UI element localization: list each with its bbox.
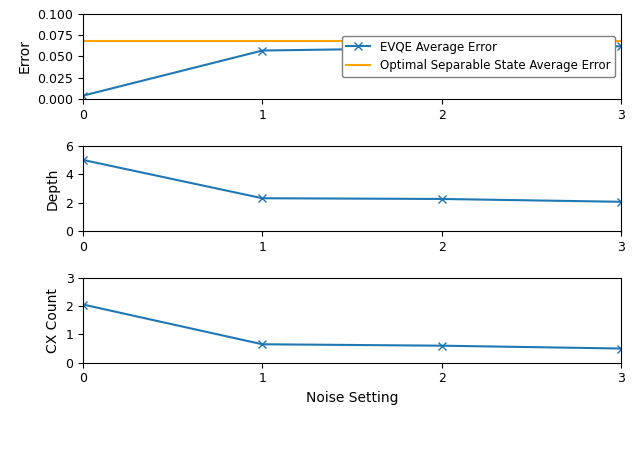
Y-axis label: Depth: Depth — [46, 167, 60, 210]
Optimal Separable State Average Error — [79, 39, 87, 44]
EVQE Average Error — [259, 48, 266, 53]
EVQE Average Error — [617, 44, 625, 49]
Y-axis label: Error: Error — [18, 40, 32, 73]
EVQE Average Error — [79, 93, 87, 99]
Y-axis label: CX Count: CX Count — [46, 288, 60, 352]
X-axis label: Noise Setting: Noise Setting — [306, 391, 398, 405]
Line: EVQE Average Error: EVQE Average Error — [79, 42, 625, 100]
EVQE Average Error — [438, 45, 445, 51]
Legend: EVQE Average Error, Optimal Separable State Average Error: EVQE Average Error, Optimal Separable St… — [342, 36, 615, 77]
Optimal Separable State Average Error — [259, 39, 266, 44]
